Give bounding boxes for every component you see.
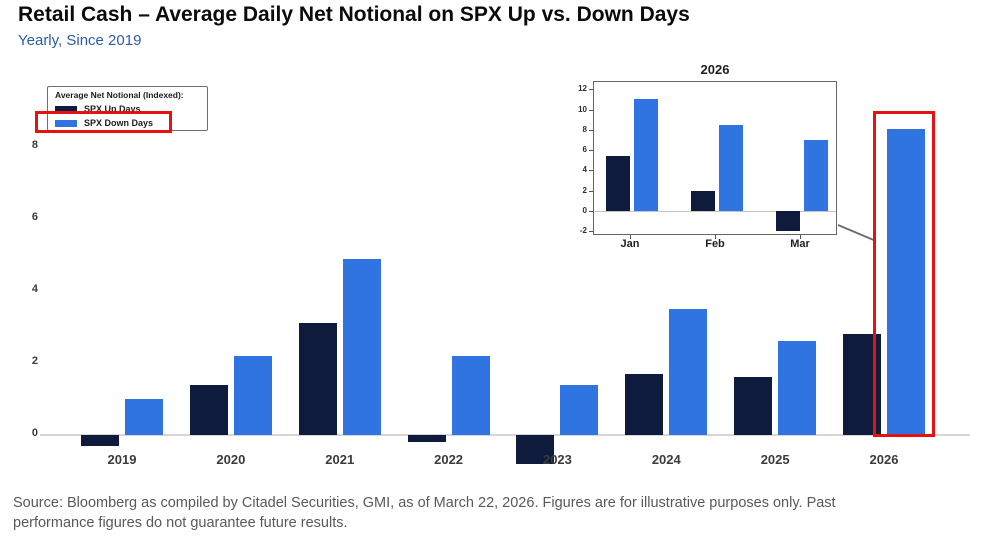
inset-ytick-mark-0 bbox=[589, 211, 593, 212]
spx-up-days-label: SPX Up Days bbox=[84, 104, 141, 114]
spx-up-days-swatch bbox=[55, 105, 77, 113]
inset-ytick-mark-8 bbox=[589, 129, 593, 131]
inset-ytick-label-2: 2 bbox=[582, 185, 587, 195]
bar-2025-up bbox=[734, 377, 773, 435]
main-xtick-label-2025: 2025 bbox=[760, 452, 790, 467]
inset-xtick-mark-Feb bbox=[715, 235, 716, 239]
main-xtick-label-2026: 2026 bbox=[869, 452, 899, 467]
inset-ytick-mark-6 bbox=[589, 150, 593, 152]
main-x-axis-line bbox=[40, 434, 970, 436]
bar-2019-down bbox=[125, 399, 163, 435]
inset-bar-Jan-up bbox=[606, 156, 630, 211]
bar-2024-down bbox=[669, 309, 708, 435]
inset-ytick-mark--2 bbox=[589, 231, 593, 233]
inset-ytick-label--2: -2 bbox=[579, 226, 587, 236]
inset-chart-title: 2026 bbox=[700, 62, 730, 77]
legend-title: Average Net Notional (Indexed): bbox=[55, 90, 184, 100]
spx-down-days-swatch bbox=[55, 119, 77, 127]
inset-ytick-label-4: 4 bbox=[582, 165, 587, 175]
main-ytick-label-0: 0 bbox=[31, 427, 38, 439]
inset-ytick-mark-12 bbox=[589, 89, 593, 91]
inset-xtick-label-Mar: Mar bbox=[790, 238, 810, 250]
main-xtick-label-2024: 2024 bbox=[651, 452, 681, 467]
inset-ytick-mark-10 bbox=[589, 109, 593, 111]
inset-xtick-label-Jan: Jan bbox=[620, 238, 640, 250]
source-line-2: performance figures do not guarantee fut… bbox=[13, 515, 348, 531]
main-ytick-label-8: 8 bbox=[31, 139, 38, 151]
main-xtick-label-2020: 2020 bbox=[216, 452, 246, 467]
inset-chart-frame bbox=[593, 81, 837, 235]
inset-ytick-label-6: 6 bbox=[582, 145, 587, 155]
bar-2021-down bbox=[342, 258, 381, 435]
inset-bar-Mar-up bbox=[776, 211, 800, 232]
chart-title: Retail Cash – Average Daily Net Notional… bbox=[18, 3, 690, 26]
main-ytick-label-4: 4 bbox=[31, 283, 38, 295]
source-line-1: Source: Bloomberg as compiled by Citadel… bbox=[13, 495, 836, 511]
bar-2023-down bbox=[560, 384, 599, 435]
bar-2020-down bbox=[233, 355, 272, 435]
bar-2023-up bbox=[516, 435, 555, 464]
bar-2022-up bbox=[407, 435, 446, 443]
inset-zero-line bbox=[594, 211, 836, 212]
inset-bar-Feb-up bbox=[691, 190, 715, 211]
chart-subtitle: Yearly, Since 2019 bbox=[18, 32, 142, 49]
callout-line bbox=[837, 224, 877, 242]
inset-bar-Feb-down bbox=[719, 124, 743, 211]
inset-ytick-label-10: 10 bbox=[578, 104, 587, 114]
bar-2019-up bbox=[81, 435, 119, 446]
legend-box: Average Net Notional (Indexed): SPX Up D… bbox=[47, 86, 208, 131]
legend-item-spx-up-days: SPX Up Days bbox=[55, 104, 207, 114]
bar-2022-down bbox=[451, 355, 490, 435]
source-note: Source: Bloomberg as compiled by Citadel… bbox=[13, 493, 983, 533]
bar-2026-down bbox=[887, 129, 926, 435]
inset-bar-Jan-down bbox=[634, 99, 658, 211]
inset-xtick-label-Feb: Feb bbox=[705, 238, 725, 250]
inset-xtick-mark-Mar bbox=[800, 235, 801, 239]
main-xtick-label-2019: 2019 bbox=[107, 452, 137, 467]
bar-2024-up bbox=[625, 373, 664, 435]
main-xtick-label-2021: 2021 bbox=[325, 452, 355, 467]
bar-2021-up bbox=[298, 323, 337, 435]
main-xtick-label-2023: 2023 bbox=[542, 452, 572, 467]
main-ytick-label-6: 6 bbox=[31, 211, 38, 223]
inset-xtick-mark-Jan bbox=[630, 235, 631, 239]
bar-2020-up bbox=[189, 384, 228, 435]
bar-2026-highlight-box bbox=[873, 111, 935, 437]
bar-2025-down bbox=[778, 341, 817, 435]
inset-bar-Mar-down bbox=[804, 139, 828, 211]
legend-highlight-box bbox=[35, 111, 172, 133]
inset-ytick-mark-4 bbox=[589, 170, 593, 172]
inset-ytick-label-12: 12 bbox=[578, 84, 587, 94]
main-xtick-label-2022: 2022 bbox=[434, 452, 464, 467]
spx-down-days-label: SPX Down Days bbox=[84, 118, 154, 128]
inset-ytick-mark-2 bbox=[589, 190, 593, 192]
inset-ytick-label-0: 0 bbox=[582, 206, 587, 215]
inset-ytick-label-8: 8 bbox=[582, 124, 587, 134]
legend-item-spx-down-days: SPX Down Days bbox=[55, 118, 207, 128]
main-ytick-label-2: 2 bbox=[31, 355, 38, 367]
